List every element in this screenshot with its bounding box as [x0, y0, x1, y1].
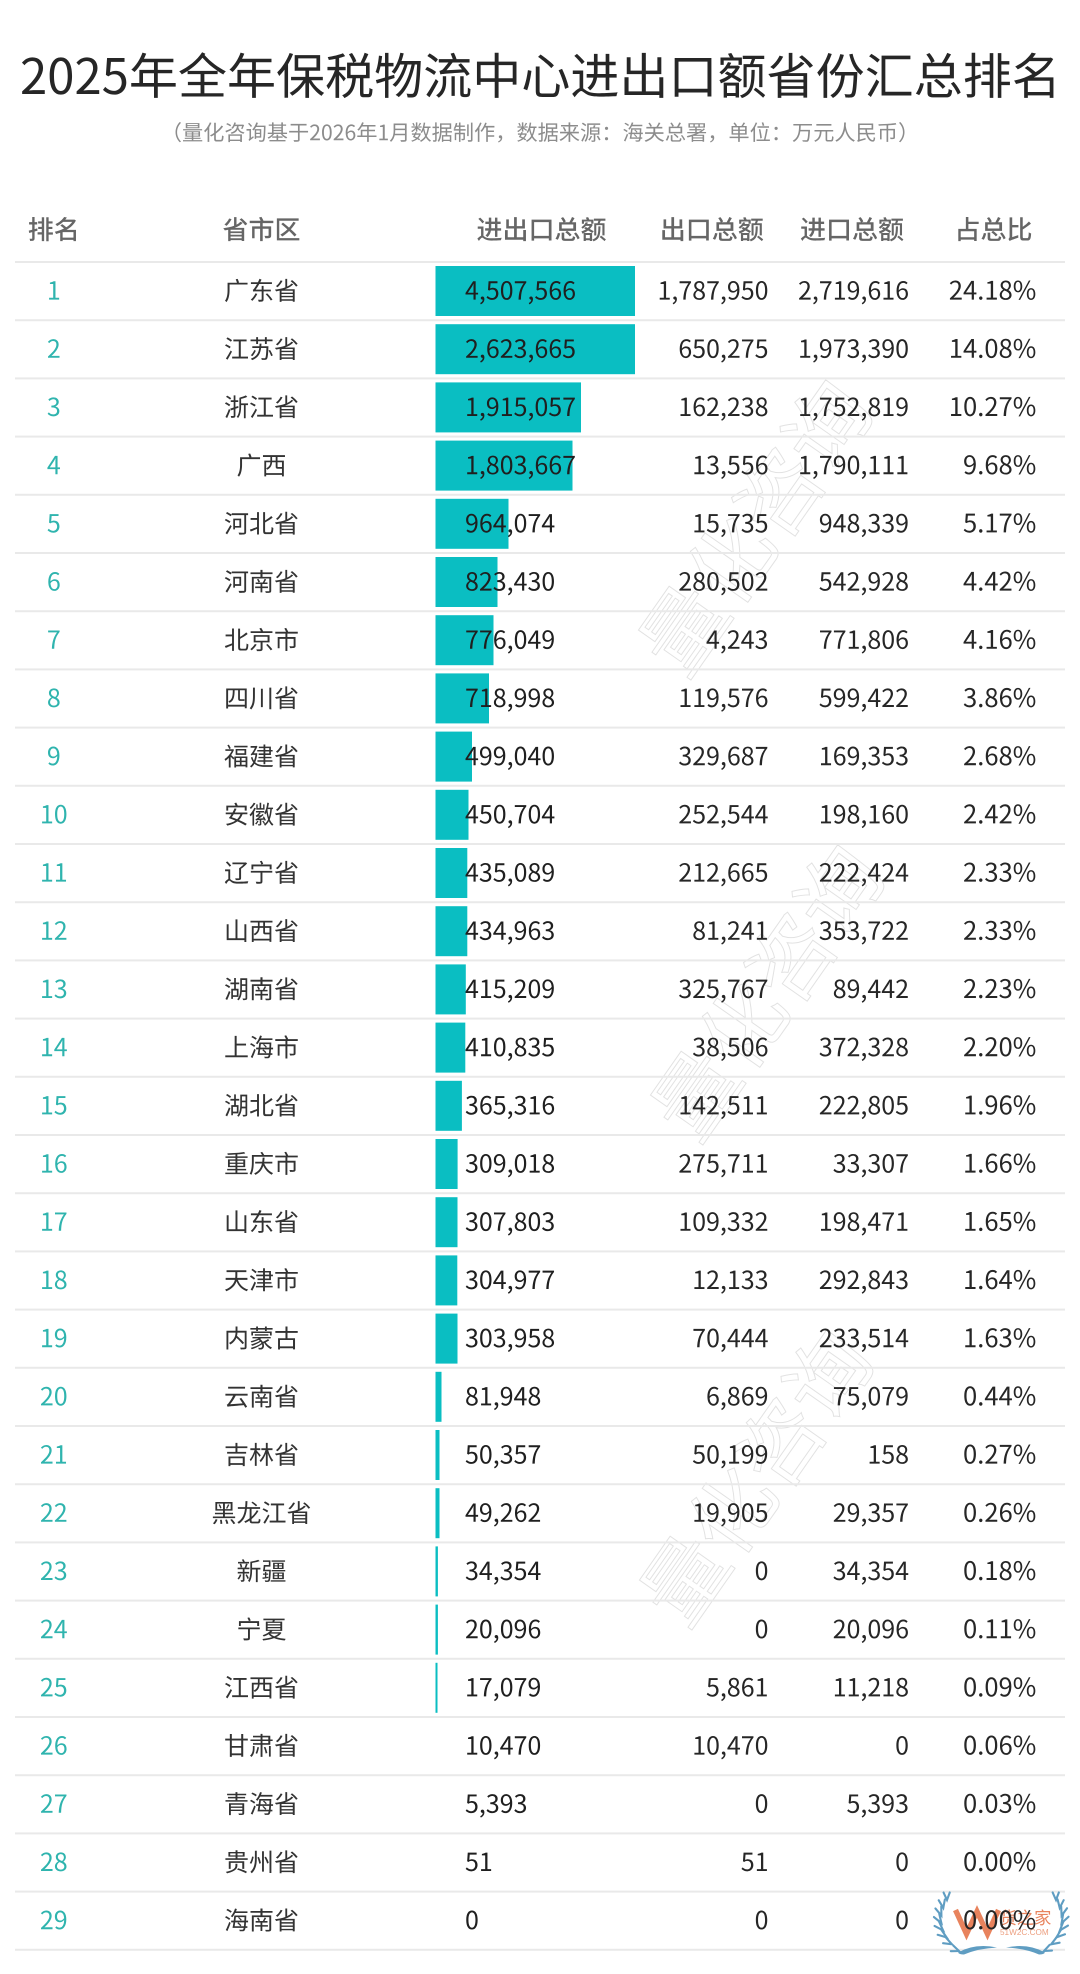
svg-text:51W2C.COM: 51W2C.COM — [1000, 1928, 1049, 1937]
